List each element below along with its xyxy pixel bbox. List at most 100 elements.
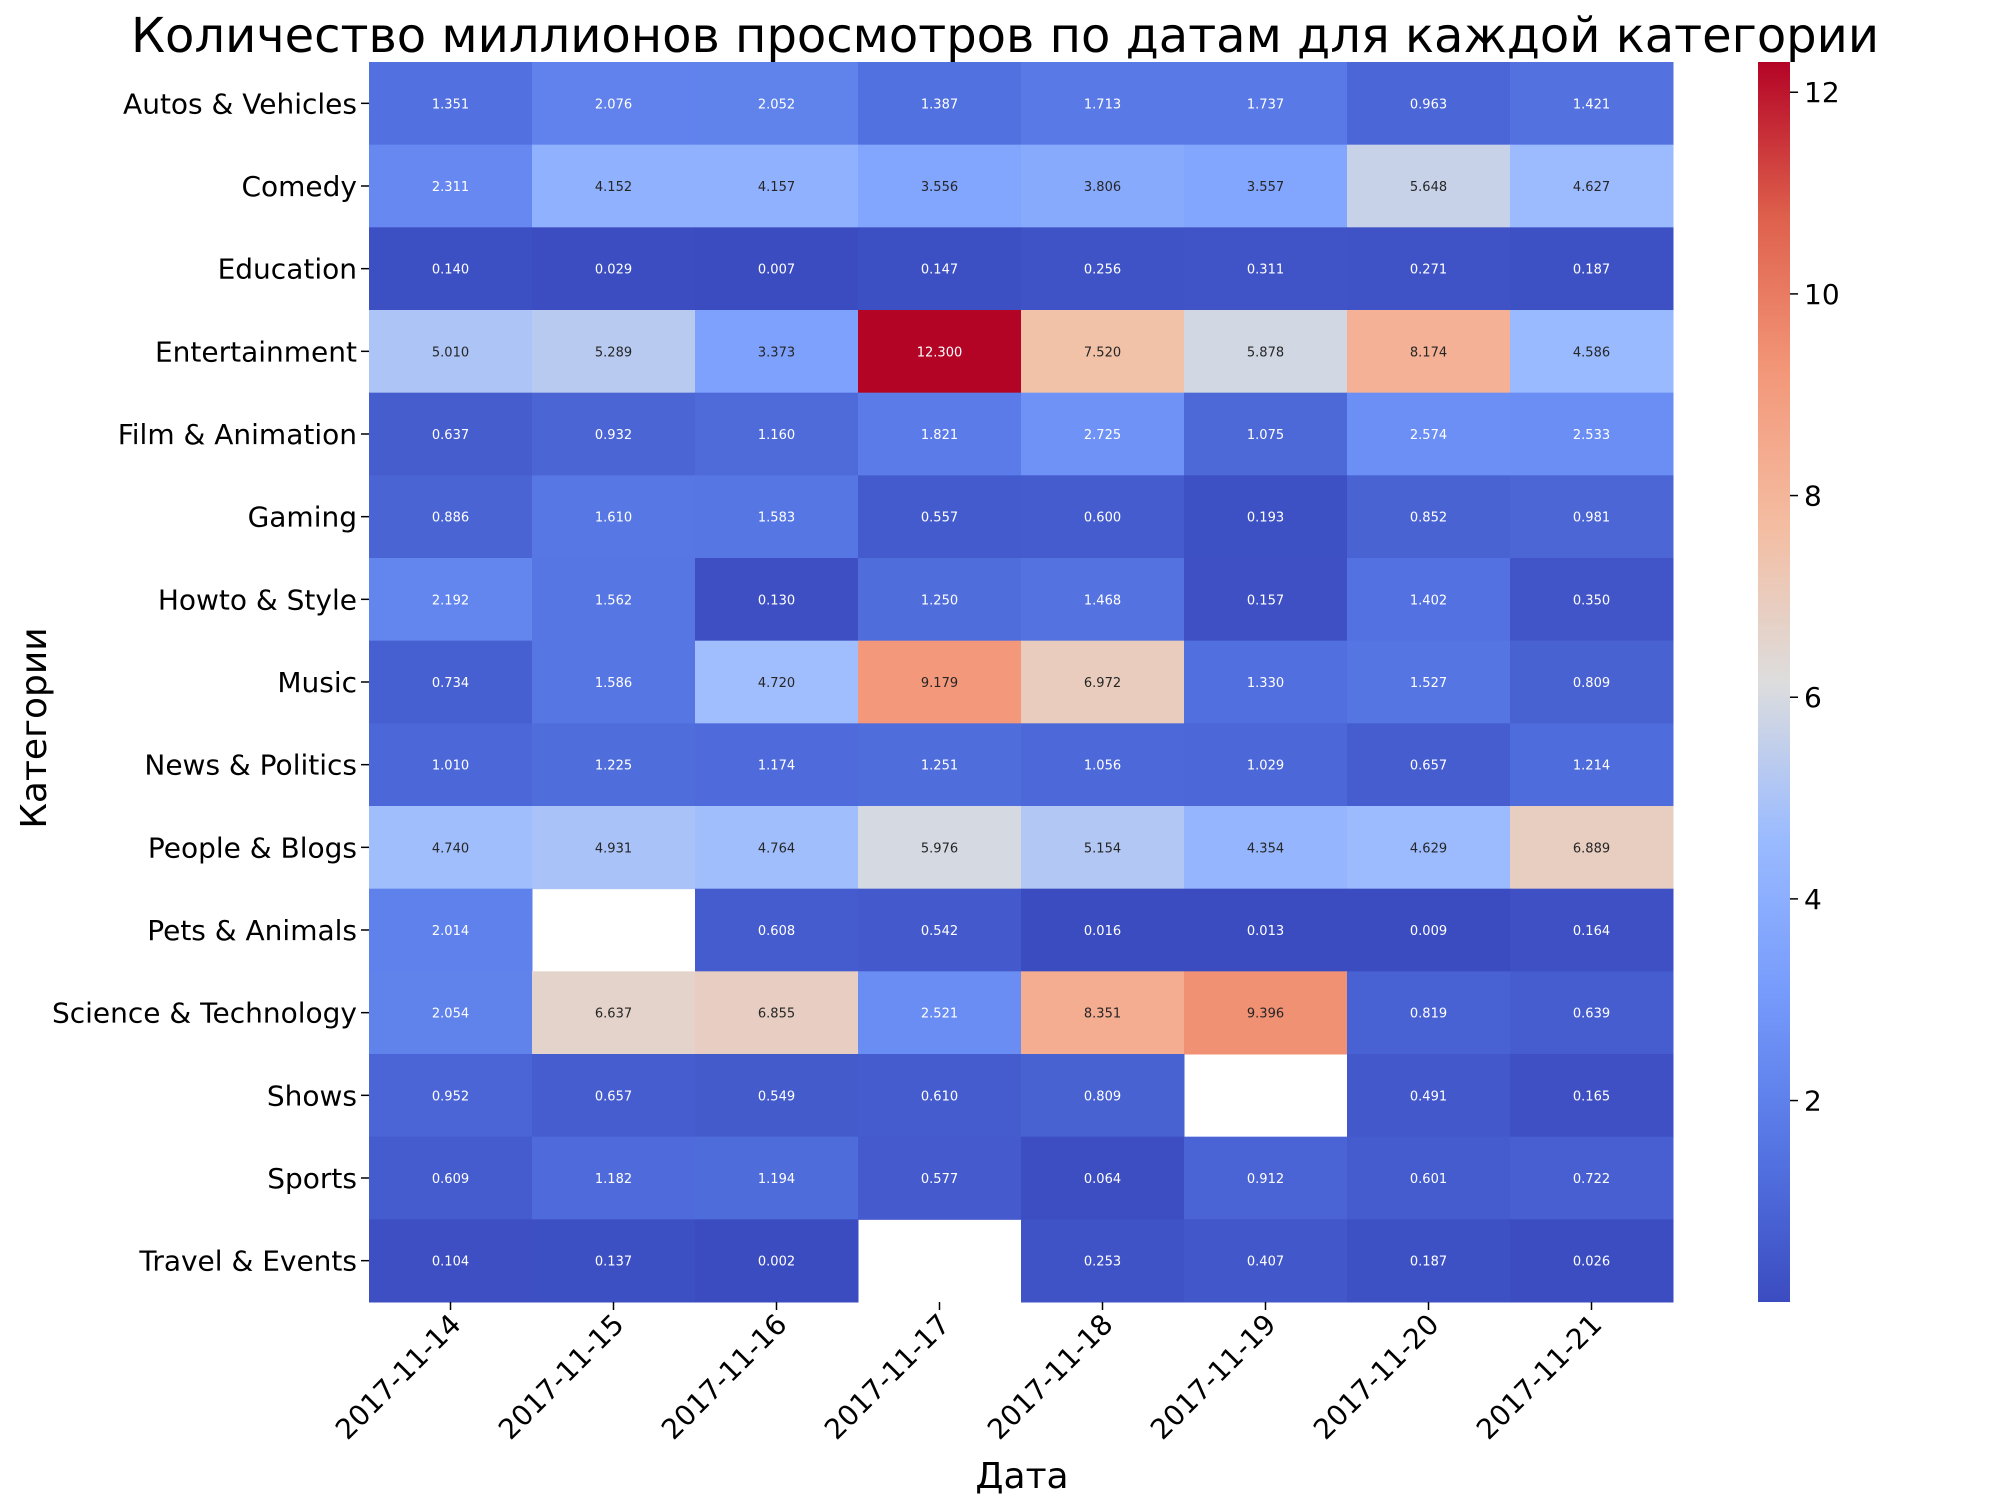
cell-value-label: 0.029 — [595, 263, 632, 278]
cell-value-label: 1.075 — [1247, 428, 1284, 443]
heatmap-cell — [1510, 475, 1674, 559]
heatmap-cell — [1021, 1054, 1185, 1138]
heatmap-cell — [858, 806, 1022, 890]
cell-value-label: 5.154 — [1084, 841, 1121, 856]
y-tick-label: Film & Animation — [118, 418, 357, 451]
cell-value-label: 0.609 — [432, 1172, 469, 1187]
cell-value-label: 3.373 — [758, 345, 795, 360]
y-tick-label: Science & Technology — [52, 997, 357, 1030]
colorbar-tick-label: 4 — [1804, 883, 1822, 916]
cell-value-label: 2.052 — [758, 97, 795, 112]
heatmap-cell — [1021, 1136, 1185, 1220]
cell-value-label: 0.193 — [1247, 511, 1284, 526]
heatmap-cell — [1510, 723, 1674, 807]
y-tick-label: Howto & Style — [158, 583, 357, 616]
y-tick-label: Pets & Animals — [147, 914, 357, 947]
heatmap-cell — [858, 723, 1022, 807]
heatmap-cell — [532, 723, 696, 807]
cell-value-label: 1.562 — [595, 593, 632, 608]
cell-value-label: 1.182 — [595, 1172, 632, 1187]
cell-value-label: 0.147 — [921, 263, 958, 278]
heatmap-cell — [695, 310, 859, 394]
cell-value-label: 0.013 — [1247, 924, 1284, 939]
heatmap-cell — [695, 1219, 859, 1303]
cell-value-label: 0.253 — [1084, 1255, 1121, 1270]
heatmap-cell — [858, 971, 1022, 1055]
cell-value-label: 0.639 — [1573, 1007, 1610, 1022]
heatmap-cell — [1021, 310, 1185, 394]
heatmap-cell — [1347, 1136, 1511, 1220]
cell-value-label: 2.311 — [432, 180, 469, 195]
cell-value-label: 0.610 — [921, 1089, 958, 1104]
heatmap-cell — [1184, 144, 1348, 228]
cell-value-label: 4.157 — [758, 180, 795, 195]
heatmap-cell — [1021, 558, 1185, 642]
cell-value-label: 2.192 — [432, 593, 469, 608]
heatmap-cell — [369, 1136, 533, 1220]
cell-value-label: 6.889 — [1573, 841, 1610, 856]
cell-value-label: 4.764 — [758, 841, 795, 856]
heatmap-cell — [1184, 475, 1348, 559]
heatmap-cell — [1021, 144, 1185, 228]
cell-value-label: 7.520 — [1084, 345, 1121, 360]
cell-value-label: 1.056 — [1084, 759, 1121, 774]
heatmap-cell — [1347, 310, 1511, 394]
cell-value-label: 1.737 — [1247, 97, 1284, 112]
heatmap-cell — [695, 227, 859, 311]
heatmap-cell — [532, 1219, 696, 1303]
heatmap-cell — [532, 1054, 696, 1138]
cell-value-label: 9.396 — [1247, 1007, 1284, 1022]
cell-value-label: 0.350 — [1573, 593, 1610, 608]
x-tick-label: 2017-11-18 — [981, 1308, 1119, 1446]
heatmap-cell — [858, 1054, 1022, 1138]
cell-value-label: 1.029 — [1247, 759, 1284, 774]
heatmap-cell — [532, 640, 696, 724]
cell-value-label: 8.174 — [1410, 345, 1447, 360]
heatmap-cell — [1184, 806, 1348, 890]
cell-value-label: 0.886 — [432, 511, 469, 526]
cell-value-label: 2.533 — [1573, 428, 1610, 443]
cell-value-label: 0.600 — [1084, 511, 1121, 526]
heatmap-cell — [369, 1054, 533, 1138]
heatmap-cell — [1021, 62, 1185, 146]
x-tick-label: 2017-11-17 — [818, 1308, 956, 1446]
heatmap-cell — [532, 1136, 696, 1220]
cell-value-label: 0.271 — [1410, 263, 1447, 278]
heatmap-cell — [695, 640, 859, 724]
heatmap-cell — [1021, 723, 1185, 807]
cell-value-label: 4.720 — [758, 676, 795, 691]
heatmap-cell — [858, 62, 1022, 146]
heatmap-cell — [1347, 806, 1511, 890]
heatmap-cell — [695, 144, 859, 228]
cell-value-label: 1.421 — [1573, 97, 1610, 112]
heatmap-cell — [369, 971, 533, 1055]
heatmap-cell — [1510, 971, 1674, 1055]
y-tick-label: News & Politics — [144, 749, 357, 782]
x-tick-label: 2017-11-15 — [492, 1308, 630, 1446]
heatmap-cell — [858, 888, 1022, 972]
cell-value-label: 2.574 — [1410, 428, 1447, 443]
cell-value-label: 3.806 — [1084, 180, 1121, 195]
cell-value-label: 0.491 — [1410, 1089, 1447, 1104]
x-tick-labels: 2017-11-14 2017-11-15 2017-11-16 2017-11-17… — [329, 1302, 1608, 1446]
heatmap-cell — [369, 806, 533, 890]
cell-value-label: 0.722 — [1573, 1172, 1610, 1187]
heatmap-cell — [695, 888, 859, 972]
heatmap-cells: 1.351 2.076 2.052 1.387 1.713 1.737 0.963 1.421… — [369, 62, 1674, 1303]
cell-value-label: 1.610 — [595, 511, 632, 526]
heatmap-cell — [532, 227, 696, 311]
heatmap-cell — [532, 558, 696, 642]
x-tick-label: 2017-11-21 — [1470, 1308, 1608, 1446]
heatmap-cell — [695, 806, 859, 890]
y-tick-label: Gaming — [248, 501, 357, 534]
cell-value-label: 0.657 — [1410, 759, 1447, 774]
heatmap-cell — [1184, 558, 1348, 642]
cell-value-label: 0.549 — [758, 1089, 795, 1104]
x-tick-label: 2017-11-20 — [1307, 1308, 1445, 1446]
heatmap-cell — [1347, 888, 1511, 972]
cell-value-label: 0.952 — [432, 1089, 469, 1104]
cell-value-label: 0.104 — [432, 1255, 469, 1270]
heatmap-cell — [1347, 144, 1511, 228]
heatmap-cell — [695, 475, 859, 559]
cell-value-label: 6.637 — [595, 1007, 632, 1022]
